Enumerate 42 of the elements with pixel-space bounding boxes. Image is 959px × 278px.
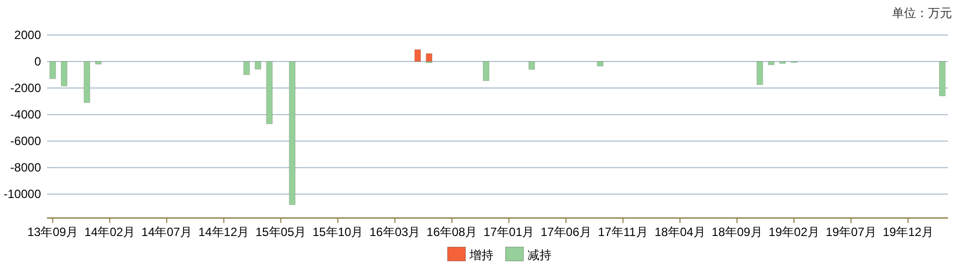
bar	[266, 61, 273, 124]
x-tick-label: 15年05月	[255, 225, 306, 239]
y-tick-label: -8000	[10, 160, 42, 175]
x-tick-label: 16年08月	[426, 225, 478, 239]
y-tick-label: 0	[34, 54, 42, 69]
x-tick-label: 14年12月	[198, 225, 250, 239]
x-tick-label: 19年12月	[882, 225, 934, 239]
bar	[528, 61, 536, 70]
x-tick-label: 17年06月	[540, 225, 592, 239]
x-tick-label: 16年03月	[370, 225, 420, 239]
bar	[254, 61, 262, 70]
x-tick-label: 19年02月	[768, 225, 820, 239]
legend-label: 增持	[468, 248, 494, 262]
y-tick-label: 2000	[14, 28, 42, 42]
bar	[60, 61, 68, 86]
bar	[243, 61, 250, 76]
y-tick-label: -10000	[4, 187, 42, 202]
bar	[426, 53, 432, 62]
x-tick-label: 14年02月	[84, 225, 136, 239]
x-tick-label: 13年09月	[27, 225, 78, 239]
x-tick-label: 17年11月	[598, 225, 648, 239]
bar	[596, 61, 604, 66]
bar	[756, 61, 764, 86]
y-tick-label: -6000	[10, 134, 42, 148]
bar	[768, 61, 775, 66]
x-tick-label: 15年10月	[312, 225, 364, 239]
legend-label: 减持	[528, 248, 552, 262]
x-tick-label: 18年09月	[712, 225, 762, 239]
y-tick-label: -2000	[10, 81, 42, 96]
x-tick-label: 19年07月	[826, 225, 876, 239]
x-tick-label: 18年04月	[654, 225, 706, 239]
x-tick-label: 17年01月	[484, 225, 534, 239]
x-tick-label: 14年07月	[141, 225, 192, 239]
bar	[414, 49, 421, 62]
bar	[482, 61, 490, 82]
bar	[95, 61, 102, 64]
text: 单位：万元	[892, 6, 952, 20]
bar	[84, 61, 90, 103]
bar	[938, 61, 946, 96]
y-tick-label: -4000	[10, 108, 42, 122]
bar	[288, 61, 296, 206]
bar	[49, 61, 56, 80]
